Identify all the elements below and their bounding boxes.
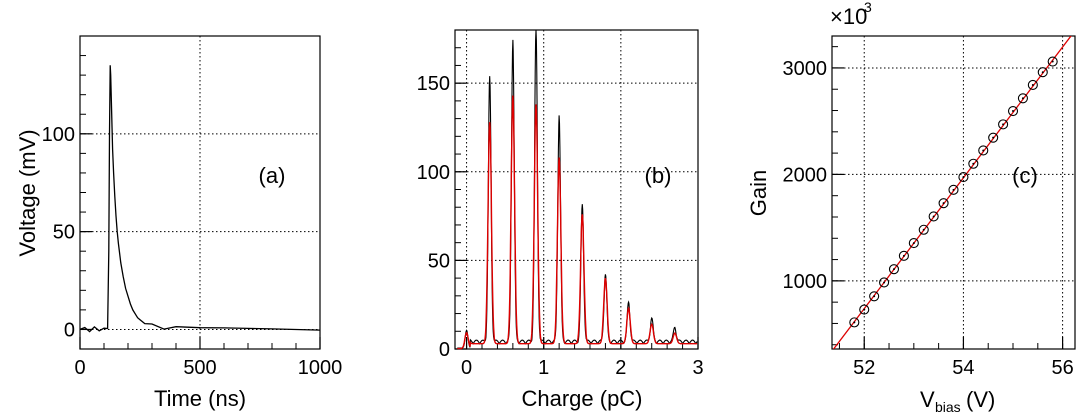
- gain-data-point: [948, 184, 959, 195]
- gain-data-point: [859, 304, 870, 315]
- scale-factor-exponent: 3: [864, 0, 872, 15]
- x-tick-label: 2: [615, 357, 626, 379]
- gain-data-point-center: [962, 176, 965, 179]
- gain-data-point-center: [1041, 71, 1044, 74]
- y-tick-label: 100: [42, 124, 75, 146]
- gain-data-point: [998, 119, 1009, 130]
- gain-data-point: [978, 145, 989, 156]
- gain-data-point-center: [992, 136, 995, 139]
- y-tick-label: 3000: [783, 58, 828, 80]
- gain-data-point-center: [1051, 60, 1054, 63]
- y-tick-label: 1000: [783, 271, 828, 293]
- x-tick-label: 0: [74, 357, 85, 379]
- x-axis-label: Time (ns): [154, 386, 246, 411]
- x-tick-label: 500: [183, 357, 216, 379]
- panel-label-b: (b): [645, 163, 672, 188]
- gain-data-point-center: [892, 268, 895, 271]
- gain-data-point: [849, 317, 860, 328]
- x-tick-label: 1: [538, 357, 549, 379]
- panel-label-a: (a): [259, 163, 286, 188]
- gain-data-point: [918, 224, 929, 235]
- gain-data-point: [1047, 56, 1058, 67]
- gain-data-point: [908, 238, 919, 249]
- y-tick-label: 0: [64, 319, 75, 341]
- y-axis-label: Gain: [746, 170, 771, 216]
- gain-data-point: [968, 158, 979, 169]
- x-tick-label: 52: [853, 357, 875, 379]
- y-tick-label: 2000: [783, 164, 828, 186]
- gain-data-point: [988, 132, 999, 143]
- x-tick-label: 54: [952, 357, 974, 379]
- gain-data-point-center: [912, 242, 915, 245]
- gain-data-point: [938, 198, 949, 209]
- x-tick-label: 1000: [298, 357, 343, 379]
- gain-data-point-center: [1002, 123, 1005, 126]
- gain-data-point-center: [883, 281, 886, 284]
- x-axis-label-subscript: bias: [935, 399, 961, 415]
- panel-b-charge-spectrum-chart: 0 1 2 3 0 50 100 150 (b) Charge (pC): [417, 29, 704, 411]
- gain-data-point: [898, 250, 909, 261]
- gain-data-point: [869, 291, 880, 302]
- gain-data-point: [1027, 79, 1038, 91]
- y-axis-label: Voltage (mV): [15, 129, 40, 256]
- waveform-line: [79, 65, 321, 333]
- spectrum-fit-line: [457, 95, 698, 350]
- y-tick-label: 150: [417, 73, 450, 95]
- x-tick-label: 0: [461, 357, 472, 379]
- y-tick-label: 0: [439, 339, 450, 361]
- gain-data-point: [958, 172, 969, 183]
- gain-data-point: [1007, 106, 1019, 117]
- y-tick-label: 50: [53, 222, 75, 244]
- gain-data-point-center: [952, 188, 955, 191]
- gain-data-point-center: [863, 308, 866, 311]
- panel-a-waveform-chart: 0 500 1000 0 50 100 (a) Time (ns) Voltage (mV): [15, 35, 343, 411]
- gain-data-point-center: [1012, 110, 1015, 113]
- panel-c-gain-vs-bias-chart: 52 54 56 1000 2000 3000 (c) ×103 Gain V bias (V): [746, 0, 1076, 415]
- y-tick-label: 100: [417, 162, 450, 184]
- x-tick-label: 56: [1051, 357, 1073, 379]
- gain-data-point-center: [1031, 83, 1034, 86]
- gain-data-point-center: [972, 162, 975, 165]
- gain-data-point-center: [932, 215, 935, 218]
- gain-data-point-center: [902, 254, 905, 257]
- scale-factor: ×10: [830, 4, 867, 29]
- panel-label-c: (c): [1012, 163, 1038, 188]
- gain-data-point-center: [853, 321, 856, 324]
- x-tick-label: 3: [692, 357, 703, 379]
- gain-data-point-center: [922, 228, 925, 231]
- gain-data-point: [879, 277, 890, 288]
- gain-data-point-center: [1021, 97, 1024, 100]
- gain-data-point-center: [942, 202, 945, 205]
- gain-data-point-center: [873, 295, 876, 298]
- x-axis-label-main: V: [920, 387, 935, 412]
- gain-data-point: [888, 264, 900, 275]
- y-tick-label: 50: [428, 250, 450, 272]
- x-axis-label: Charge (pC): [521, 386, 642, 411]
- x-axis-label-unit: (V): [966, 387, 995, 412]
- plot-frame: [831, 35, 1076, 350]
- gain-data-point: [1017, 93, 1028, 104]
- gain-data-point: [1037, 67, 1048, 78]
- gain-data-point: [928, 211, 939, 222]
- gain-fit-line: [832, 36, 1072, 349]
- gain-data-point-center: [982, 149, 985, 152]
